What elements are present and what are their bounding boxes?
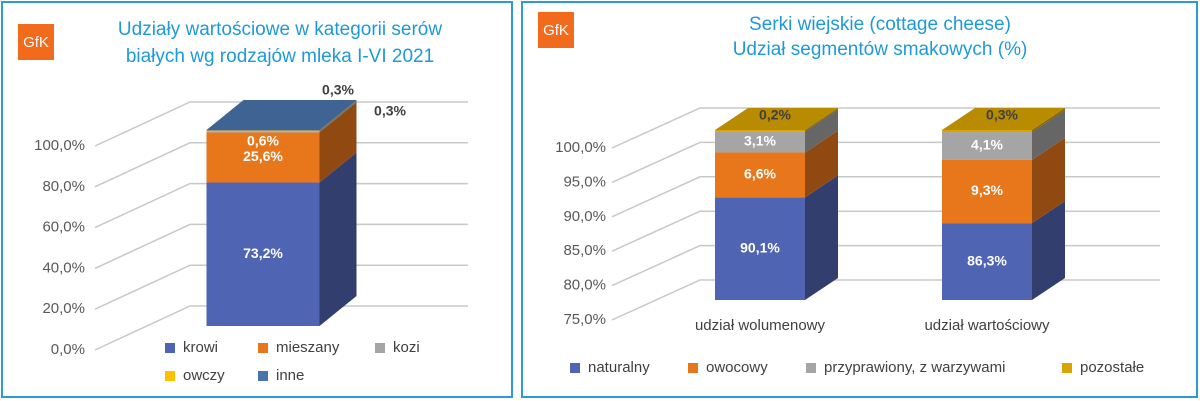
bar — [206, 130, 320, 132]
data-label: 3,1% — [744, 133, 776, 149]
bar — [942, 223, 1032, 300]
y-tick-label: 85,0% — [563, 242, 606, 259]
bar-side — [805, 109, 838, 153]
bar — [206, 131, 320, 133]
bar-top — [206, 100, 357, 130]
bar-side — [1032, 110, 1065, 160]
grid-line — [611, 279, 1160, 321]
bar — [942, 132, 1032, 160]
chart-title: Udziały wartościowe w kategorii serów — [118, 19, 442, 40]
bar-side — [1032, 108, 1065, 133]
bar — [715, 152, 805, 198]
y-tick-label: 20,0% — [42, 300, 85, 317]
bar-side — [1032, 201, 1065, 300]
legend-label: krowi — [183, 339, 218, 356]
legend-swatch — [165, 343, 175, 353]
data-label: 4,1% — [971, 137, 1003, 153]
data-label: 0,3% — [986, 107, 1018, 123]
bar-side — [319, 152, 357, 326]
legend-label: naturalny — [588, 359, 650, 376]
data-label: 0,2% — [759, 107, 791, 123]
logo: GfK — [543, 22, 569, 39]
legend-swatch — [688, 363, 698, 373]
bar-top — [942, 108, 1065, 130]
legend-swatch — [258, 343, 268, 353]
legend-swatch — [1062, 363, 1072, 373]
y-tick-label: 80,0% — [563, 277, 606, 294]
y-tick-label: 0,0% — [51, 341, 85, 358]
legend-label: pozostałe — [1080, 359, 1144, 376]
data-label: 6,6% — [744, 166, 776, 182]
bar-side — [319, 100, 357, 131]
data-label: 25,6% — [243, 148, 283, 164]
bar-side — [319, 102, 357, 183]
bar-side — [319, 101, 357, 133]
legend-label: owczy — [183, 367, 225, 384]
y-tick-label: 100,0% — [34, 137, 85, 154]
bar — [715, 131, 805, 153]
bar — [715, 197, 805, 300]
logo-box — [18, 24, 54, 60]
chart-title: Udział segmentów smakowych (%) — [733, 39, 1028, 60]
bar — [942, 159, 1032, 224]
logo: GfK — [23, 34, 49, 51]
bar — [206, 182, 320, 326]
bar-side — [805, 108, 838, 132]
data-label: 0,3% — [374, 103, 406, 119]
x-tick-label: udział wartościowy — [924, 317, 1050, 334]
panel-border — [1, 1, 513, 398]
y-tick-label: 95,0% — [563, 173, 606, 190]
grid-line — [94, 182, 468, 229]
legend-swatch — [570, 363, 580, 373]
legend-label: inne — [276, 367, 304, 384]
grid-line — [94, 101, 468, 147]
y-tick-label: 80,0% — [42, 178, 85, 195]
legend-label: mieszany — [276, 339, 340, 356]
y-tick-label: 90,0% — [563, 208, 606, 225]
bar-side — [1032, 137, 1065, 224]
bar — [715, 130, 805, 132]
grid-line — [94, 264, 468, 310]
y-tick-label: 40,0% — [42, 259, 85, 276]
bar-side — [805, 130, 838, 198]
chart-title: Serki wiejskie (cottage cheese) — [749, 14, 1011, 35]
legend-swatch — [165, 371, 175, 381]
y-tick-label: 75,0% — [563, 311, 606, 328]
bar — [206, 130, 320, 131]
y-tick-label: 60,0% — [42, 219, 85, 236]
data-label: 90,1% — [740, 239, 780, 255]
data-label: 0,3% — [322, 82, 354, 98]
chart-title: białych wg rodzajów mleka I-VI 2021 — [126, 46, 434, 67]
grid-line — [94, 305, 468, 351]
y-tick-label: 100,0% — [555, 139, 606, 156]
grid-line — [94, 223, 468, 270]
panel-border — [521, 1, 1198, 398]
bar — [206, 132, 320, 183]
data-label: 86,3% — [967, 252, 1007, 268]
bar-side — [805, 175, 838, 300]
legend-swatch — [258, 371, 268, 381]
data-label: 73,2% — [243, 245, 283, 261]
bar — [942, 130, 1032, 133]
bar-side — [319, 100, 357, 132]
data-label: 0,6% — [247, 133, 279, 149]
data-label: 9,3% — [971, 182, 1003, 198]
grid-line — [94, 142, 468, 188]
legend-label: owocowy — [706, 359, 768, 376]
legend-swatch — [806, 363, 816, 373]
legend-label: przyprawiony, z warzywami — [824, 359, 1005, 376]
x-tick-label: udział wolumenowy — [695, 317, 826, 334]
logo-box — [538, 12, 574, 48]
legend-label: kozi — [393, 339, 420, 356]
legend-swatch — [375, 343, 385, 353]
bar-top — [715, 108, 838, 130]
